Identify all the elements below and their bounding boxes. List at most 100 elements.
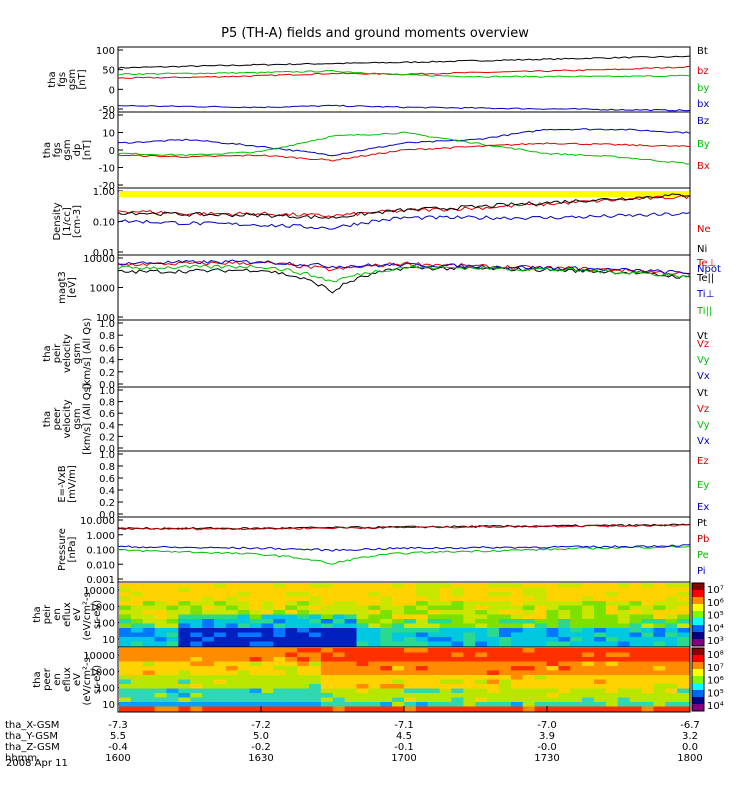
heatmap-cell bbox=[487, 706, 500, 712]
heatmap-cell bbox=[665, 679, 678, 685]
colorbar-tick-label: 10⁵ bbox=[707, 688, 724, 699]
heatmap-cell bbox=[594, 666, 607, 671]
heatmap-cell bbox=[463, 652, 476, 658]
heatmap-cell bbox=[570, 697, 583, 703]
heatmap-cell bbox=[558, 693, 571, 698]
heatmap-cell bbox=[214, 610, 227, 615]
heatmap-cell bbox=[392, 614, 405, 620]
heatmap-cell bbox=[570, 657, 583, 662]
heatmap-cell bbox=[297, 679, 310, 685]
heatmap-cell bbox=[653, 601, 666, 606]
heatmap-cell bbox=[475, 583, 488, 588]
heatmap-cell bbox=[665, 592, 678, 597]
heatmap-cell bbox=[463, 648, 476, 653]
heatmap-cell bbox=[380, 679, 393, 685]
heatmap-cell bbox=[344, 679, 357, 685]
heatmap-cell bbox=[344, 652, 357, 658]
heatmap-cell bbox=[178, 587, 191, 593]
heatmap-cell bbox=[439, 675, 452, 680]
heatmap-cell bbox=[415, 610, 429, 615]
heatmap-cell bbox=[297, 648, 310, 653]
y-tick-label: 0.010 bbox=[86, 560, 115, 571]
heatmap-cell bbox=[130, 684, 144, 689]
y-tick-label: 10 bbox=[102, 635, 115, 646]
heatmap-cell bbox=[558, 587, 571, 593]
heatmap-cell bbox=[665, 666, 678, 671]
heatmap-cell bbox=[427, 605, 441, 611]
heatmap-cell bbox=[653, 684, 666, 689]
colorbar-segment bbox=[692, 590, 704, 598]
heatmap-cell bbox=[309, 706, 322, 712]
heatmap-cell bbox=[427, 592, 441, 597]
heatmap-cell bbox=[166, 632, 179, 638]
heatmap-cell bbox=[605, 632, 619, 638]
heatmap-cell bbox=[214, 661, 227, 667]
heatmap-cell bbox=[237, 675, 251, 680]
heatmap-cell bbox=[237, 587, 251, 593]
y-axis-label: peir bbox=[52, 343, 63, 363]
heatmap-cell bbox=[332, 596, 346, 602]
heatmap-cell bbox=[653, 632, 666, 638]
heatmap-cell bbox=[142, 596, 156, 602]
heatmap-cell bbox=[653, 641, 666, 647]
heatmap-cell bbox=[285, 648, 298, 653]
heatmap-cell bbox=[617, 623, 631, 629]
heatmap-cell bbox=[534, 670, 547, 676]
heatmap-cell bbox=[202, 670, 215, 676]
y-tick-label: 0.100 bbox=[86, 546, 115, 557]
heatmap-cell bbox=[142, 648, 156, 653]
heatmap-cell bbox=[237, 679, 251, 685]
heatmap-cell bbox=[582, 637, 595, 642]
heatmap-cell bbox=[487, 675, 500, 680]
heatmap-cell bbox=[142, 679, 156, 685]
x-tick-label: -7.1 bbox=[394, 720, 414, 731]
y-axis-label: eflux bbox=[62, 602, 73, 627]
legend-bz: bz bbox=[697, 66, 709, 77]
colorbar-segment bbox=[692, 625, 704, 633]
colorbar-tick-label: 10⁸ bbox=[707, 650, 724, 661]
y-tick-label: 0.0 bbox=[99, 510, 115, 521]
y-tick-label: 1.0 bbox=[99, 319, 115, 330]
heatmap-cell bbox=[439, 628, 452, 633]
heatmap-cell bbox=[285, 601, 298, 606]
heatmap-cell bbox=[629, 675, 642, 680]
heatmap-cell bbox=[261, 583, 274, 588]
heatmap-cell bbox=[309, 652, 322, 658]
heatmap-cell bbox=[404, 675, 417, 680]
heatmap-cell bbox=[320, 706, 334, 712]
heatmap-cell bbox=[332, 605, 346, 611]
heatmap-cell bbox=[225, 587, 239, 593]
heatmap-cell bbox=[142, 583, 156, 588]
x-tick-label: 1800 bbox=[677, 753, 702, 764]
legend-pb: Pb bbox=[697, 534, 709, 545]
heatmap-cell bbox=[653, 619, 666, 624]
legend-vt: Vt bbox=[697, 388, 708, 399]
heatmap-cell bbox=[320, 601, 334, 606]
heatmap-cell bbox=[677, 610, 690, 615]
heatmap-cell bbox=[392, 596, 405, 602]
heatmap-cell bbox=[451, 648, 464, 653]
heatmap-cell bbox=[427, 596, 441, 602]
heatmap-cell bbox=[119, 652, 132, 658]
heatmap-cell bbox=[380, 697, 393, 703]
heatmap-cell bbox=[392, 623, 405, 629]
heatmap-cell bbox=[190, 697, 203, 703]
heatmap-cell bbox=[463, 628, 476, 633]
heatmap-cell bbox=[404, 666, 417, 671]
heatmap-cell bbox=[641, 596, 654, 602]
heatmap-cell bbox=[214, 702, 227, 707]
heatmap-cell bbox=[285, 596, 298, 602]
heatmap-cell bbox=[178, 648, 191, 653]
heatmap-cell bbox=[380, 610, 393, 615]
heatmap-cell bbox=[356, 632, 369, 638]
y-tick-label: 0.4 bbox=[99, 421, 115, 432]
y-axis-label: tha bbox=[32, 671, 43, 687]
heatmap-cell bbox=[427, 666, 441, 671]
colorbar-tick-label: 10³ bbox=[707, 636, 724, 647]
heatmap-cell bbox=[534, 684, 547, 689]
heatmap-cell bbox=[629, 688, 642, 694]
density-flag-band bbox=[119, 191, 689, 197]
heatmap-cell bbox=[380, 706, 393, 712]
heatmap-cell bbox=[237, 661, 251, 667]
heatmap-cell bbox=[427, 661, 441, 667]
